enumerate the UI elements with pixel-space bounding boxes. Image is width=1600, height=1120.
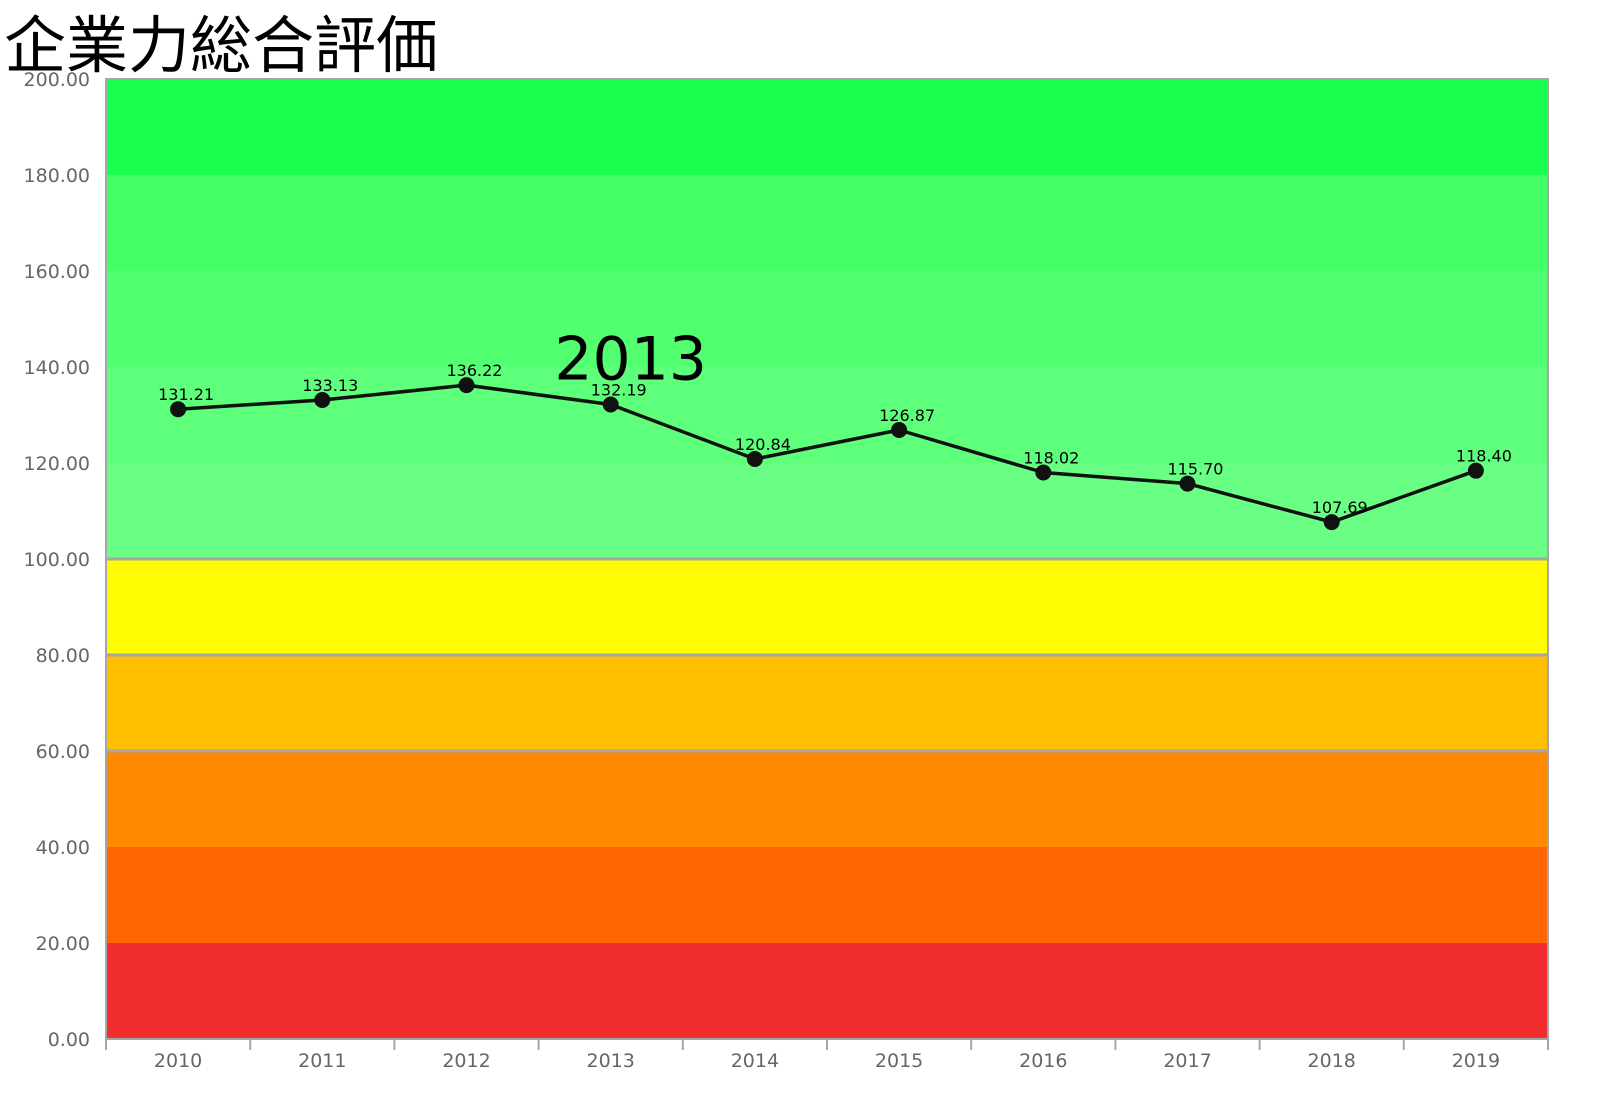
- y-axis: 0.00 20.00 40.00 60.00 80.00 100.00 120.00 140.…: [24, 69, 90, 1051]
- data-labels: 131.21 133.13 136.22 132.19 120.84 126.87 118.…: [158, 361, 1512, 517]
- band-0-20: [106, 943, 1548, 1039]
- data-label: 136.22: [447, 361, 503, 380]
- data-label: 131.21: [158, 385, 214, 404]
- band-40-60: [106, 751, 1548, 847]
- series-line: [177, 383, 1477, 524]
- y-tick-label: 120.00: [24, 453, 90, 475]
- band-160-180: [106, 175, 1548, 271]
- data-point: [1035, 464, 1052, 481]
- x-tick-label: 2012: [442, 1050, 490, 1072]
- y-tick-label: 100.00: [24, 549, 90, 571]
- data-point: [1179, 475, 1196, 492]
- y-tick-label: 80.00: [36, 645, 90, 667]
- data-point: [1323, 514, 1340, 531]
- y-tick-label: 140.00: [24, 357, 90, 379]
- y-tick-label: 40.00: [36, 837, 90, 859]
- data-label: 115.70: [1168, 460, 1224, 479]
- data-point: [458, 377, 475, 394]
- data-label: 118.02: [1023, 449, 1079, 468]
- data-points: [170, 377, 1484, 531]
- y-tick-label: 160.00: [24, 261, 90, 283]
- data-label: 133.13: [302, 376, 358, 395]
- band-120-140: [106, 367, 1548, 463]
- x-tick-label: 2015: [875, 1050, 923, 1072]
- x-tick-label: 2013: [587, 1050, 635, 1072]
- x-tick-label: 2011: [298, 1050, 346, 1072]
- band-borders: [106, 557, 1548, 753]
- band-20-40: [106, 847, 1548, 943]
- data-label: 107.69: [1312, 498, 1368, 517]
- x-tick-label: 2014: [731, 1050, 779, 1072]
- band-60-80: [106, 655, 1548, 751]
- data-point: [746, 450, 763, 467]
- y-tick-label: 0.00: [48, 1029, 90, 1051]
- band-80-100: [106, 559, 1548, 655]
- score-bands: [106, 79, 1548, 1039]
- data-label: 126.87: [879, 406, 935, 425]
- x-tick-label: 2016: [1019, 1050, 1067, 1072]
- band-140-160: [106, 271, 1548, 367]
- data-label: 118.40: [1456, 447, 1512, 466]
- x-tick-label: 2018: [1308, 1050, 1356, 1072]
- x-tick-label: 2010: [154, 1050, 202, 1072]
- y-tick-label: 20.00: [36, 933, 90, 955]
- y-tick-label: 180.00: [24, 165, 90, 187]
- data-point: [891, 422, 908, 439]
- highlight-annotation: 2013: [554, 324, 707, 394]
- data-point: [1467, 462, 1484, 479]
- band-180-200: [106, 79, 1548, 175]
- data-point: [602, 396, 619, 413]
- data-label: 120.84: [735, 435, 791, 454]
- chart-title: 企業力総合評価: [4, 9, 439, 82]
- y-tick-label: 60.00: [36, 741, 90, 763]
- x-tick-label: 2017: [1163, 1050, 1211, 1072]
- data-point: [314, 391, 331, 408]
- band-100-120: [106, 463, 1548, 559]
- y-tick-label: 200.00: [24, 69, 90, 91]
- data-point: [170, 401, 187, 418]
- x-tick-label: 2019: [1452, 1050, 1500, 1072]
- x-axis: 2010 2011 2012 2013 2014 2015 2016 2017 2018 2019: [105, 1038, 1549, 1072]
- data-label: 132.19: [591, 380, 647, 399]
